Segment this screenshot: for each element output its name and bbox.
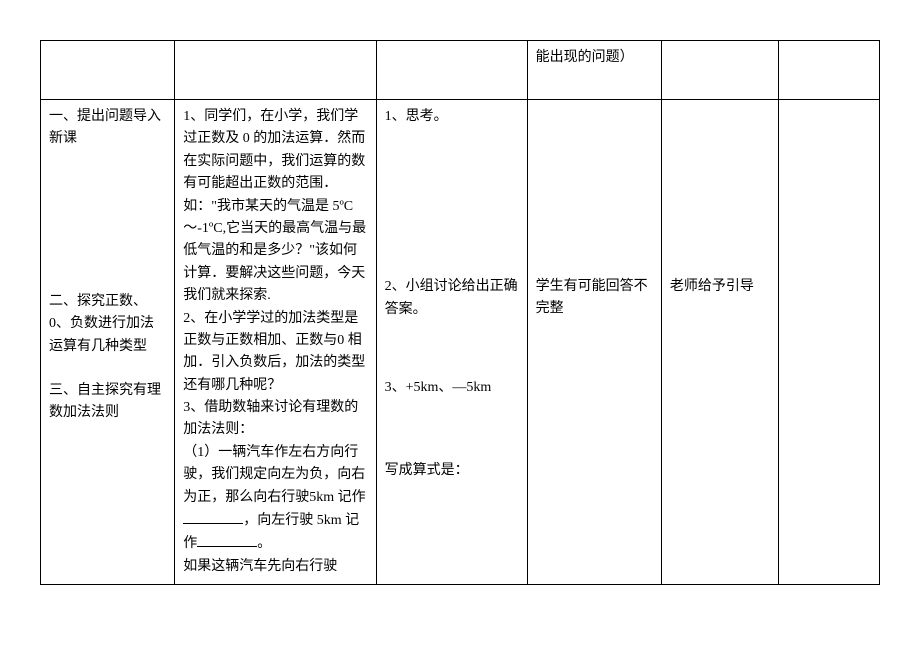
cell-student-activity: 1、思考。 2、小组讨论给出正确答案。 3、+5km、—5km 写成算式是：	[376, 100, 527, 585]
cell	[175, 41, 376, 100]
cell	[661, 41, 778, 100]
sa-2: 2、小组讨论给出正确答案。	[385, 276, 519, 321]
cell	[41, 41, 175, 100]
issue-1: 学生有可能回答不完整	[536, 276, 653, 321]
para-3b: （1）一辆汽车作左右方向行驶，我们规定向左为负，向右为正，那么向右行驶5km 记…	[183, 442, 367, 556]
text-pre: （1）一辆汽车作左右方向行驶，我们规定向左为负，向右为正，那么向右行驶5km 记…	[183, 445, 365, 505]
resp-1: 老师给予引导	[670, 276, 770, 298]
cell-stages: 一、提出问题导入新课 二、探究正数、0、负数进行加法运算有几种类型 三、自主探究…	[41, 100, 175, 585]
stage-1: 一、提出问题导入新课	[49, 106, 166, 151]
para-3a: 3、借助数轴来讨论有理数的加法法则：	[183, 397, 367, 442]
blank-fill-1	[183, 509, 243, 524]
stage-3: 三、自主探究有理数加法法则	[49, 380, 166, 425]
sa-3: 3、+5km、—5km	[385, 377, 519, 399]
lesson-plan-table: 能出现的问题） 一、提出问题导入新课 二、探究正数、0、负数进行加法运算有几种类…	[40, 40, 880, 585]
para-2: 2、在小学学过的加法类型是正数与正数相加、正数与0 相加．引入负数后，加法的类型…	[183, 308, 367, 398]
cell	[376, 41, 527, 100]
para-3c: 如果这辆汽车先向右行驶	[183, 556, 367, 578]
para-1: 1、同学们，在小学，我们学过正数及 0 的加法运算．然而在实际问题中，我们运算的…	[183, 106, 367, 308]
table-row: 一、提出问题导入新课 二、探究正数、0、负数进行加法运算有几种类型 三、自主探究…	[41, 100, 880, 585]
cell-possible-issues: 学生有可能回答不完整	[527, 100, 661, 585]
cell	[779, 41, 880, 100]
text-end: 。	[257, 536, 271, 551]
sa-1: 1、思考。	[385, 106, 519, 128]
cell: 能出现的问题）	[527, 41, 661, 100]
stage-2: 二、探究正数、0、负数进行加法运算有几种类型	[49, 291, 166, 358]
table-row: 能出现的问题）	[41, 41, 880, 100]
blank-fill-2	[197, 532, 257, 547]
cell-teacher-response: 老师给予引导	[661, 100, 778, 585]
cell-teacher-activity: 1、同学们，在小学，我们学过正数及 0 的加法运算．然而在实际问题中，我们运算的…	[175, 100, 376, 585]
cell-remark	[779, 100, 880, 585]
sa-4: 写成算式是：	[385, 460, 519, 482]
